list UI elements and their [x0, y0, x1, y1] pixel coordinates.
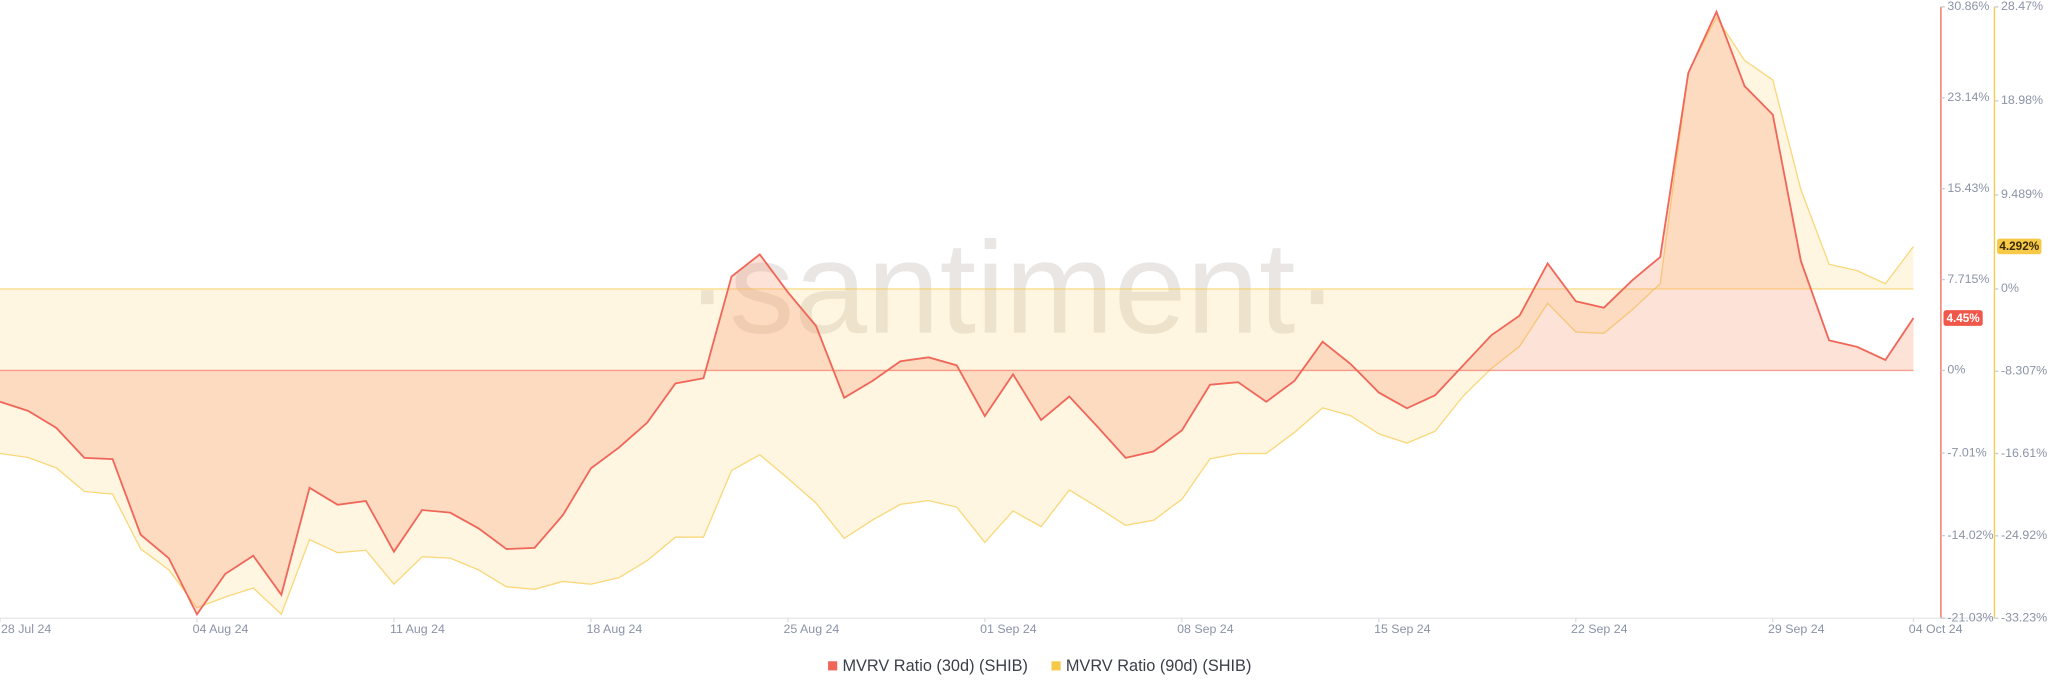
y2-tick-label: -16.61%	[2001, 446, 2047, 460]
x-tick-label: 01 Sep 24	[980, 622, 1037, 636]
y-tick-label: 7.715%	[1947, 272, 1989, 286]
y-tick-label: -21.03%	[1947, 610, 1993, 624]
x-tick-label: 04 Oct 24	[1909, 622, 1963, 636]
value-badge	[1997, 238, 2042, 255]
y2-tick-label: -24.92%	[2001, 528, 2047, 542]
watermark: ·santiment·	[686, 215, 1339, 361]
line	[0, 9, 1915, 617]
y2-tick-label: -8.307%	[2001, 364, 2047, 378]
line	[0, 16, 1914, 616]
y2-tick-label: -33.23%	[2001, 610, 2047, 624]
y2-tick-label: 9.489%	[2001, 187, 2043, 201]
legend-swatch	[828, 661, 838, 671]
area	[0, 11, 1914, 615]
value-label: 4.292%	[1999, 240, 2039, 253]
legend-label: MVRV Ratio (90d) (SHIB)	[1066, 657, 1252, 675]
y2-tick-label: 18.98%	[2001, 93, 2043, 107]
y2-tick-label: 0%	[2001, 281, 2019, 295]
x-tick-label: 22 Sep 24	[1571, 622, 1628, 636]
x-tick-label: 04 Aug 24	[193, 622, 249, 636]
y-tick-label: 15.43%	[1947, 181, 1989, 195]
y-tick-label: 0%	[1947, 363, 1965, 377]
x-tick-label: 08 Sep 24	[1177, 622, 1234, 636]
x-tick-label: 11 Aug 24	[390, 622, 445, 636]
x-tick-label: 25 Aug 24	[784, 622, 840, 636]
y-tick-label: -14.02%	[1947, 528, 1993, 542]
value-badge	[1943, 310, 1983, 326]
value-label: 4.45%	[1946, 312, 1980, 325]
y-tick-label: -7.01%	[1947, 445, 1986, 459]
x-tick-label: 29 Sep 24	[1768, 622, 1825, 636]
y-tick-label: 30.86%	[1947, 0, 1989, 13]
area	[0, 17, 1914, 615]
y-tick-label: 23.14%	[1947, 90, 1989, 104]
x-tick-label: 15 Sep 24	[1374, 622, 1431, 636]
x-tick-label: 28 Jul 24	[1, 622, 51, 636]
legend-label: MVRV Ratio (30d) (SHIB)	[842, 657, 1028, 675]
y2-tick-label: 28.47%	[2001, 0, 2043, 13]
x-tick-label: 18 Aug 24	[587, 622, 643, 636]
legend-swatch	[1051, 661, 1061, 671]
